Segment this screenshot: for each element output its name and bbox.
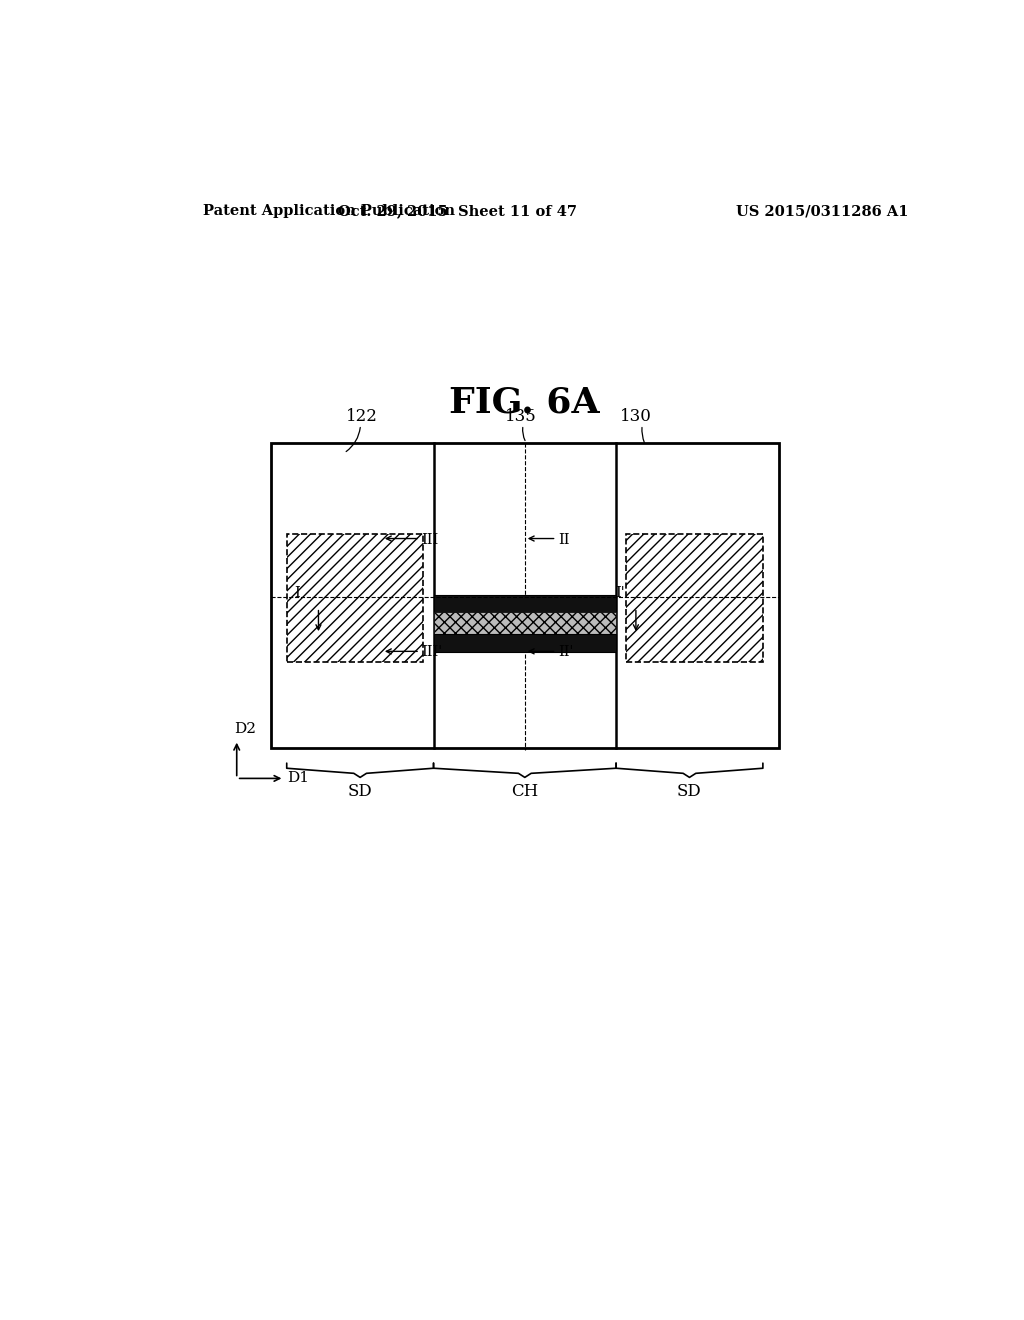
Text: FIG. 6A: FIG. 6A bbox=[450, 385, 600, 420]
Text: 135: 135 bbox=[505, 408, 537, 425]
Text: Patent Application Publication: Patent Application Publication bbox=[204, 205, 456, 218]
Text: 122: 122 bbox=[346, 408, 378, 425]
Bar bbox=[433, 634, 616, 652]
Text: II: II bbox=[558, 532, 569, 546]
Text: 130: 130 bbox=[620, 408, 652, 425]
Text: I: I bbox=[294, 586, 300, 601]
Text: CH: CH bbox=[511, 784, 539, 800]
Bar bbox=[433, 611, 616, 634]
Text: I': I' bbox=[615, 586, 625, 601]
Text: D2: D2 bbox=[234, 722, 256, 735]
Text: III: III bbox=[422, 532, 439, 546]
Text: II': II' bbox=[558, 645, 573, 660]
Text: SD: SD bbox=[677, 784, 701, 800]
Text: SD: SD bbox=[348, 784, 373, 800]
Bar bbox=[270, 444, 779, 748]
Text: US 2015/0311286 A1: US 2015/0311286 A1 bbox=[736, 205, 908, 218]
Bar bbox=[287, 535, 423, 661]
Text: D1: D1 bbox=[287, 771, 308, 785]
Text: Oct. 29, 2015  Sheet 11 of 47: Oct. 29, 2015 Sheet 11 of 47 bbox=[338, 205, 577, 218]
Bar bbox=[433, 595, 616, 614]
Text: III': III' bbox=[422, 645, 443, 660]
Bar bbox=[627, 535, 763, 661]
